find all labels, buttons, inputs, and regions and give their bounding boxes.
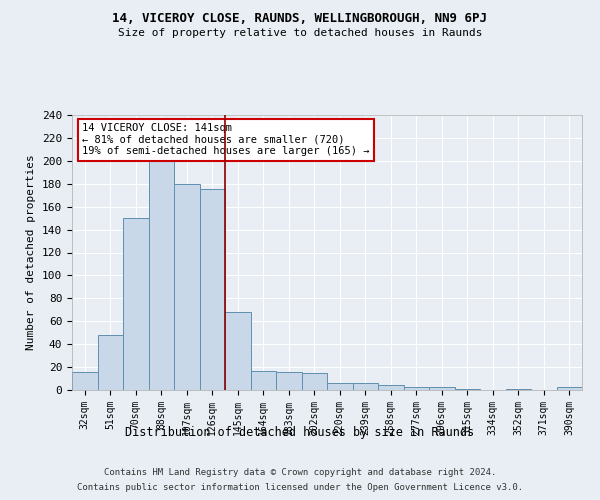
Text: Contains HM Land Registry data © Crown copyright and database right 2024.: Contains HM Land Registry data © Crown c… <box>104 468 496 477</box>
Bar <box>378 386 404 390</box>
Bar <box>505 389 531 390</box>
Text: 14, VICEROY CLOSE, RAUNDS, WELLINGBOROUGH, NN9 6PJ: 14, VICEROY CLOSE, RAUNDS, WELLINGBOROUG… <box>113 12 487 26</box>
Text: Size of property relative to detached houses in Raunds: Size of property relative to detached ho… <box>118 28 482 38</box>
Bar <box>276 372 302 390</box>
Bar <box>353 383 378 390</box>
Bar <box>72 372 97 390</box>
Bar <box>123 218 149 390</box>
Y-axis label: Number of detached properties: Number of detached properties <box>26 154 37 350</box>
Bar <box>97 335 123 390</box>
Bar <box>302 373 327 390</box>
Text: Contains public sector information licensed under the Open Government Licence v3: Contains public sector information licen… <box>77 483 523 492</box>
Bar <box>225 312 251 390</box>
Text: Distribution of detached houses by size in Raunds: Distribution of detached houses by size … <box>125 426 475 439</box>
Bar <box>404 386 429 390</box>
Bar <box>149 161 174 390</box>
Bar <box>327 383 353 390</box>
Bar <box>174 184 199 390</box>
Bar <box>455 389 480 390</box>
Bar <box>557 386 582 390</box>
Bar <box>251 370 276 390</box>
Bar <box>199 190 225 390</box>
Text: 14 VICEROY CLOSE: 141sqm
← 81% of detached houses are smaller (720)
19% of semi-: 14 VICEROY CLOSE: 141sqm ← 81% of detach… <box>82 123 370 156</box>
Bar <box>429 386 455 390</box>
